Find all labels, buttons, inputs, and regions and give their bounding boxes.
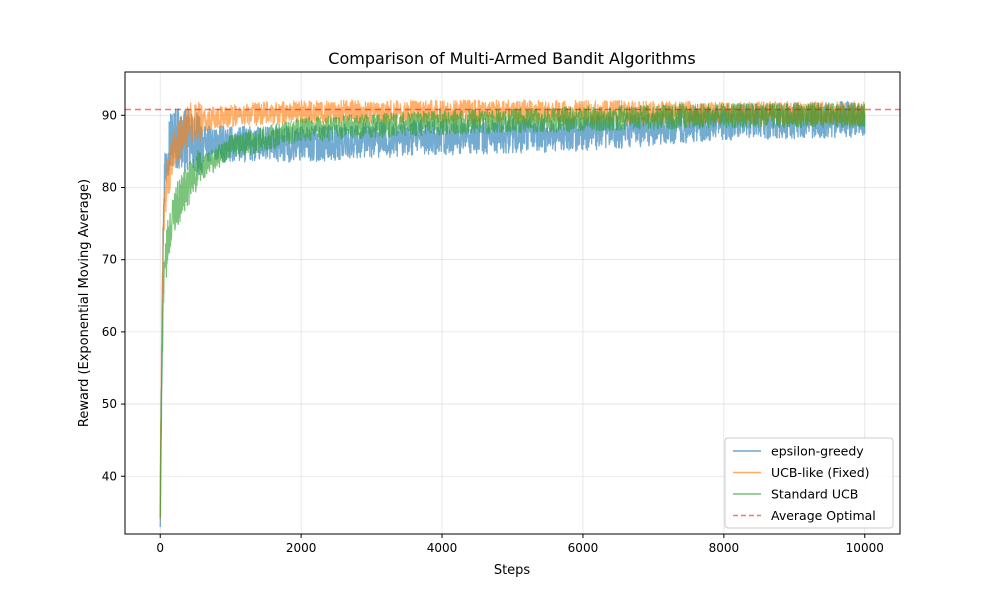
y-tick-label: 80: [102, 181, 117, 195]
plot-frame: [124, 71, 901, 535]
legend-label: Standard UCB: [771, 487, 858, 502]
x-tick-label: 10000: [846, 541, 884, 555]
legend-label: UCB-like (Fixed): [771, 465, 870, 480]
y-tick-label: 70: [102, 253, 117, 267]
legend-label: epsilon-greedy: [771, 444, 864, 459]
x-tick-label: 4000: [427, 541, 458, 555]
legend: epsilon-greedy UCB-like (Fixed) Standard U…: [724, 437, 894, 529]
y-axis-label: Reward (Exponential Moving Average): [77, 179, 92, 427]
legend-label: Average Optimal: [771, 508, 876, 523]
x-axis-label: Steps: [494, 563, 531, 578]
legend-box: [724, 437, 894, 529]
legend-items: epsilon-greedy UCB-like (Fixed) Standard U…: [733, 444, 876, 523]
y-tick-label: 50: [102, 397, 117, 411]
x-tick-label: 0: [156, 541, 164, 555]
ticks-layer: 0 2000 4000 6000 8000 10000 40 50 60 70 80 90: [102, 108, 884, 555]
x-tick-label: 6000: [568, 541, 599, 555]
y-tick-label: 60: [102, 325, 117, 339]
chart-title: Comparison of Multi-Armed Bandit Algorit…: [328, 49, 695, 68]
x-tick-label: 2000: [286, 541, 317, 555]
x-tick-label: 8000: [709, 541, 740, 555]
y-tick-label: 40: [102, 469, 117, 483]
y-tick-label: 90: [102, 108, 117, 122]
